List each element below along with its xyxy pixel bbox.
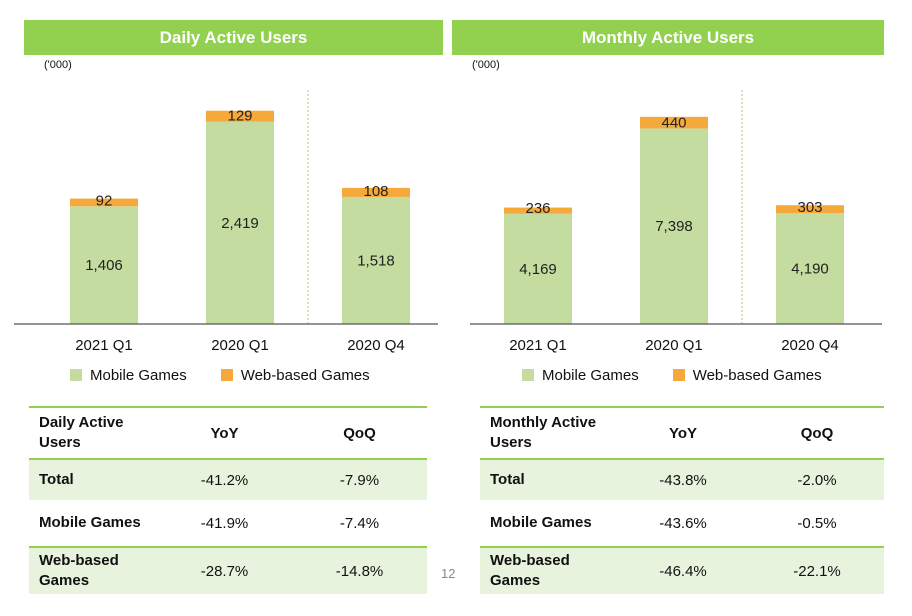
table-row: Mobile Games -41.9% -7.4%: [29, 500, 427, 547]
data-label-mobile: 2,419: [221, 215, 259, 232]
cell-qoq: -2.0%: [750, 459, 884, 500]
data-label-mobile: 7,398: [655, 218, 693, 235]
cell-yoy: -43.8%: [616, 459, 750, 500]
cell-qoq: -7.4%: [339, 514, 380, 532]
legend-swatch-mobile: [522, 369, 534, 381]
mau-growth-table: Monthly Active Users YoY QoQ Total -43.8…: [480, 406, 884, 594]
table-header-qoq: QoQ: [343, 424, 376, 442]
bar-web: [776, 205, 844, 214]
legend-swatch-web: [220, 369, 233, 381]
cell-yoy: -28.7%: [157, 547, 292, 594]
bar-mobile: [342, 196, 410, 324]
x-tick-label: 2021 Q1: [75, 337, 133, 354]
table-header-yoy: YoY: [210, 424, 239, 442]
cell-qoq: -7.9%: [292, 459, 427, 500]
dau-bar-chart: 1,406 92 2021 Q1 2,419 129 2020 Q1 1,518 108 202…: [14, 90, 438, 354]
data-label-mobile: 1,406: [85, 257, 123, 274]
cell-qoq: -14.8%: [292, 547, 427, 594]
bar-mobile: [206, 121, 274, 324]
bar-mobile: [70, 206, 138, 324]
cell-yoy: -41.2%: [157, 459, 292, 500]
table-row: Total -43.8% -2.0%: [480, 459, 884, 500]
mau-bar-chart: 4,169 236 2021 Q1 7,398 440 2020 Q1 4,190 303 20…: [470, 90, 882, 354]
row-label: Mobile Games: [490, 514, 592, 531]
row-label: Web-based Games: [480, 547, 616, 594]
table-header-row: Daily Active Users YoY QoQ: [29, 407, 427, 459]
bar-mobile: [504, 213, 572, 324]
x-tick-label: 2020 Q1: [645, 337, 703, 354]
mau-legend: Mobile Games Web-based Games: [522, 365, 856, 385]
table-header-qoq: QoQ: [800, 424, 834, 442]
bar-mobile: [776, 213, 844, 324]
legend-swatch-web: [672, 369, 685, 381]
data-label-web: 92: [96, 192, 113, 209]
table-header-yoy: YoY: [668, 424, 698, 442]
row-label: Total: [29, 459, 157, 500]
x-tick-label: 2020 Q4: [347, 337, 405, 354]
table-row: Web-based Games -46.4% -22.1%: [480, 547, 884, 594]
data-label-mobile: 4,190: [791, 261, 829, 278]
mau-title-banner: Monthly Active Users: [452, 20, 884, 55]
bar-web: [70, 198, 138, 207]
x-tick-label: 2021 Q1: [509, 337, 567, 354]
dau-growth-table: Daily Active Users YoY QoQ Total -41.2% …: [29, 406, 427, 594]
table-row: Mobile Games -43.6% -0.5%: [480, 500, 884, 547]
legend-item-web: Web-based Games: [672, 366, 822, 384]
legend-item-mobile: Mobile Games: [522, 367, 639, 384]
data-label-web: 236: [525, 200, 550, 217]
dau-panel: Daily Active Users ('000) 1,406 92 2021 Q1…: [8, 20, 444, 610]
bar-web: [640, 116, 708, 129]
data-label-web: 440: [661, 114, 686, 131]
data-label-mobile: 1,518: [357, 252, 395, 269]
table-header-metric: Monthly Active Users: [490, 414, 597, 451]
row-label: Total: [480, 459, 616, 500]
cell-yoy: -46.4%: [616, 547, 750, 594]
mau-panel: Monthly Active Users ('000) 4,169 236 2021…: [452, 20, 888, 610]
table-row: Web-based Games -28.7% -14.8%: [29, 547, 427, 594]
legend-item-mobile: Mobile Games: [70, 367, 187, 384]
data-label-web: 303: [797, 199, 822, 216]
bar-web: [504, 207, 572, 214]
table-header-metric: Daily Active Users: [39, 414, 124, 451]
page-number: 12: [441, 566, 456, 581]
row-label: Web-based Games: [29, 547, 157, 594]
cell-yoy: -43.6%: [659, 514, 707, 532]
table-header-row: Monthly Active Users YoY QoQ: [480, 407, 884, 459]
table-row: Total -41.2% -7.9%: [29, 459, 427, 500]
legend-label-mobile: Mobile Games: [542, 366, 639, 384]
legend-item-web: Web-based Games: [220, 366, 370, 384]
cell-yoy: -41.9%: [200, 514, 249, 532]
legend-label-web: Web-based Games: [240, 366, 370, 384]
legend-label-mobile: Mobile Games: [90, 366, 187, 384]
cell-qoq: -0.5%: [797, 514, 837, 532]
legend-label-web: Web-based Games: [692, 366, 822, 384]
x-tick-label: 2020 Q1: [211, 337, 269, 354]
dau-unit-label: ('000): [44, 59, 72, 71]
bar-web: [342, 187, 410, 197]
bar-web: [206, 110, 274, 122]
data-label-web: 129: [227, 108, 252, 125]
row-label: Mobile Games: [39, 514, 141, 531]
data-label-web: 108: [363, 183, 388, 200]
x-tick-label: 2020 Q4: [781, 337, 839, 354]
legend-swatch-mobile: [70, 369, 82, 381]
cell-qoq: -22.1%: [750, 547, 884, 594]
bar-mobile: [640, 128, 708, 324]
data-label-mobile: 4,169: [519, 261, 557, 278]
mau-unit-label: ('000): [472, 59, 500, 71]
dau-legend: Mobile Games Web-based Games: [70, 365, 404, 385]
dau-title-banner: Daily Active Users: [24, 20, 443, 55]
